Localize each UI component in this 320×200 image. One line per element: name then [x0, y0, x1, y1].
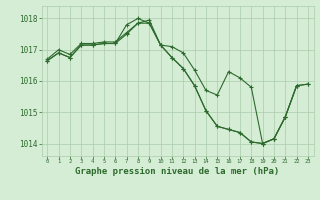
X-axis label: Graphe pression niveau de la mer (hPa): Graphe pression niveau de la mer (hPa) — [76, 167, 280, 176]
